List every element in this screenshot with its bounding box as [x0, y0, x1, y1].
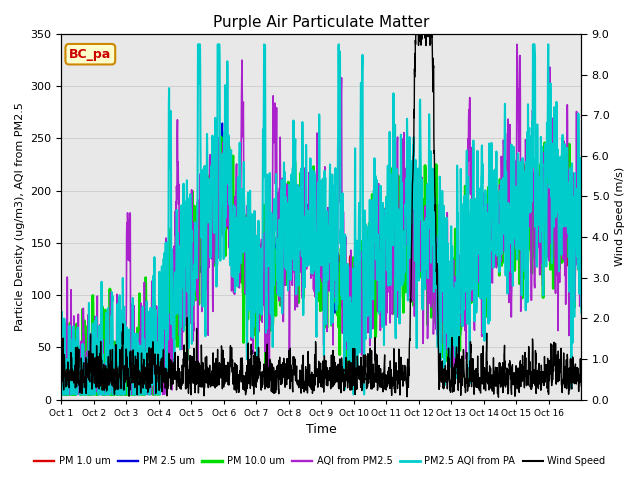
Y-axis label: Particle Density (ug/m3), AQI from PM2.5: Particle Density (ug/m3), AQI from PM2.5: [15, 102, 25, 331]
Title: Purple Air Particulate Matter: Purple Air Particulate Matter: [213, 15, 429, 30]
X-axis label: Time: Time: [306, 423, 337, 436]
Text: BC_pa: BC_pa: [69, 48, 111, 60]
Legend: PM 1.0 um, PM 2.5 um, PM 10.0 um, AQI from PM2.5, PM2.5 AQI from PA, Wind Speed: PM 1.0 um, PM 2.5 um, PM 10.0 um, AQI fr…: [31, 453, 609, 470]
Y-axis label: Wind Speed (m/s): Wind Speed (m/s): [615, 167, 625, 266]
